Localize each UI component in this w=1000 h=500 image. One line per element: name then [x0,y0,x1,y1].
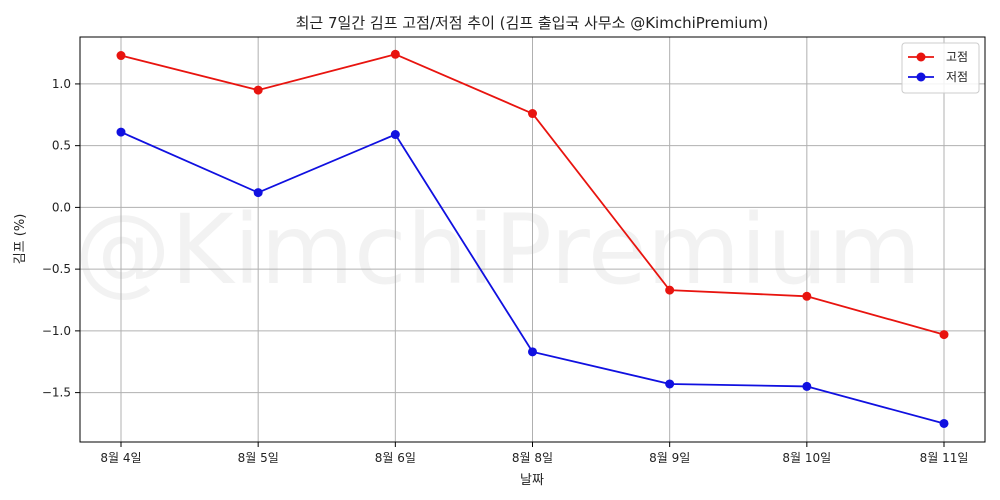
chart-title: 최근 7일간 김프 고점/저점 추이 (김프 출입국 사무소 @KimchiPr… [296,14,769,32]
y-axis-label: 김프 (%) [13,214,28,265]
data-point [802,291,812,301]
watermark: @KimchiPremium [75,194,922,306]
grid [80,37,985,442]
legend-swatch-marker [916,72,926,82]
data-point [939,330,949,340]
data-point [528,109,537,119]
y-tick-label: −1.0 [42,324,71,338]
y-tick-label: 0.5 [52,139,71,153]
series-layer [116,49,949,428]
data-point [116,127,126,137]
data-point [665,285,675,295]
y-tick-label: −1.5 [42,386,71,400]
y-tick-label: 1.0 [52,77,71,91]
legend-swatch-marker [916,52,926,62]
x-tick-label: 8월 6일 [375,451,416,465]
data-point [253,85,263,95]
y-tick-label: 0.0 [52,200,71,214]
legend-label: 저점 [946,70,968,84]
x-tick-label: 8월 11일 [920,451,969,465]
y-tick-label: −0.5 [42,262,71,276]
x-tick-label: 8월 10일 [782,451,831,465]
data-point [390,130,400,140]
data-point [939,418,949,428]
data-point [665,379,675,389]
x-tick-label: 8월 9일 [649,451,690,465]
data-point [802,381,812,391]
tick-layer: 8월 4일 8월 5일 8월 6일 8월 8일 8월 9일 8월 10일 8월 11일 1.0… [42,77,969,465]
data-point [253,188,263,198]
legend-label: 고점 [946,50,968,64]
data-point [528,347,537,357]
x-tick-label: 8월 5일 [238,451,279,465]
data-point [390,49,400,59]
x-axis-label: 날짜 [520,473,544,488]
x-tick-label: 8월 4일 [100,451,141,465]
data-point [116,51,126,61]
x-tick-label: 8월 8일 [512,451,553,465]
